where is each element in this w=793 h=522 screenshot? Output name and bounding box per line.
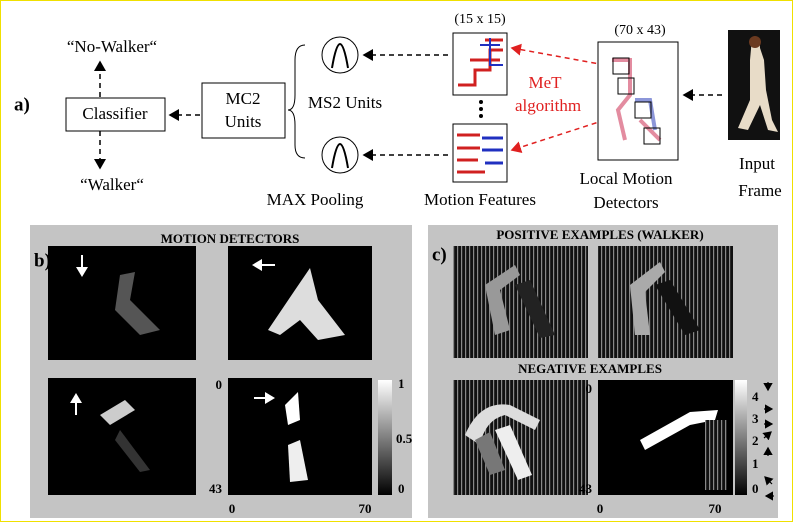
colorbar-tick: 0 bbox=[752, 481, 759, 496]
dot bbox=[479, 114, 483, 118]
colorbar-tick: 0 bbox=[398, 481, 405, 496]
colorbar-tick: 4 bbox=[752, 389, 759, 404]
axis-label: 70 bbox=[359, 501, 372, 516]
colorbar-tick: 1 bbox=[752, 456, 759, 471]
axis-label: 43 bbox=[209, 481, 223, 496]
example-map bbox=[453, 246, 588, 358]
input: Input bbox=[739, 154, 775, 173]
mc2: Units bbox=[225, 112, 262, 131]
colorbar bbox=[378, 380, 392, 495]
axis-label: 43 bbox=[579, 481, 593, 496]
detectors: Local Motion bbox=[579, 169, 673, 188]
detectors: Detectors bbox=[593, 193, 658, 212]
output-label: “No-Walker“ bbox=[67, 37, 157, 56]
axis-label: 0 bbox=[216, 377, 223, 392]
ms2-unit bbox=[322, 37, 358, 73]
panel-title: NEGATIVE EXAMPLES bbox=[518, 361, 662, 376]
met: algorithm bbox=[515, 96, 581, 115]
ms2-unit bbox=[322, 137, 358, 173]
output-label: “Walker“ bbox=[80, 175, 144, 194]
dot bbox=[479, 100, 483, 104]
colorbar bbox=[735, 380, 747, 495]
size-label: (70 x 43) bbox=[614, 23, 666, 38]
colorbar-tick: 0.5 bbox=[396, 431, 413, 446]
dot bbox=[479, 107, 483, 111]
met: MeT bbox=[528, 73, 562, 92]
figure: a) “No-Walker“ “Walker“ Classifier MC2 U… bbox=[0, 0, 793, 522]
max-pooling: MAX Pooling bbox=[267, 190, 364, 209]
walker-head bbox=[749, 36, 761, 48]
input: Frame bbox=[738, 181, 781, 200]
example-shape bbox=[705, 420, 727, 490]
colorbar-tick: 1 bbox=[398, 376, 405, 391]
axis-label: 70 bbox=[709, 501, 722, 516]
panel-title: POSITIVE EXAMPLES (WALKER) bbox=[496, 227, 703, 242]
ms2: MS2 Units bbox=[308, 93, 382, 112]
colorbar-tick: 3 bbox=[752, 411, 759, 426]
features: Motion Features bbox=[424, 190, 536, 209]
panel-title: MOTION DETECTORS bbox=[161, 231, 300, 246]
panel-label: a) bbox=[14, 94, 30, 115]
axis-label: 0 bbox=[229, 501, 236, 516]
colorbar-tick: 2 bbox=[752, 433, 759, 448]
mc2: MC2 bbox=[226, 89, 261, 108]
axis-label: 0 bbox=[597, 501, 604, 516]
classifier: Classifier bbox=[82, 104, 147, 123]
panel-label: c) bbox=[432, 244, 447, 265]
size-label: (15 x 15) bbox=[454, 12, 506, 27]
axis-label: 0 bbox=[586, 381, 593, 396]
